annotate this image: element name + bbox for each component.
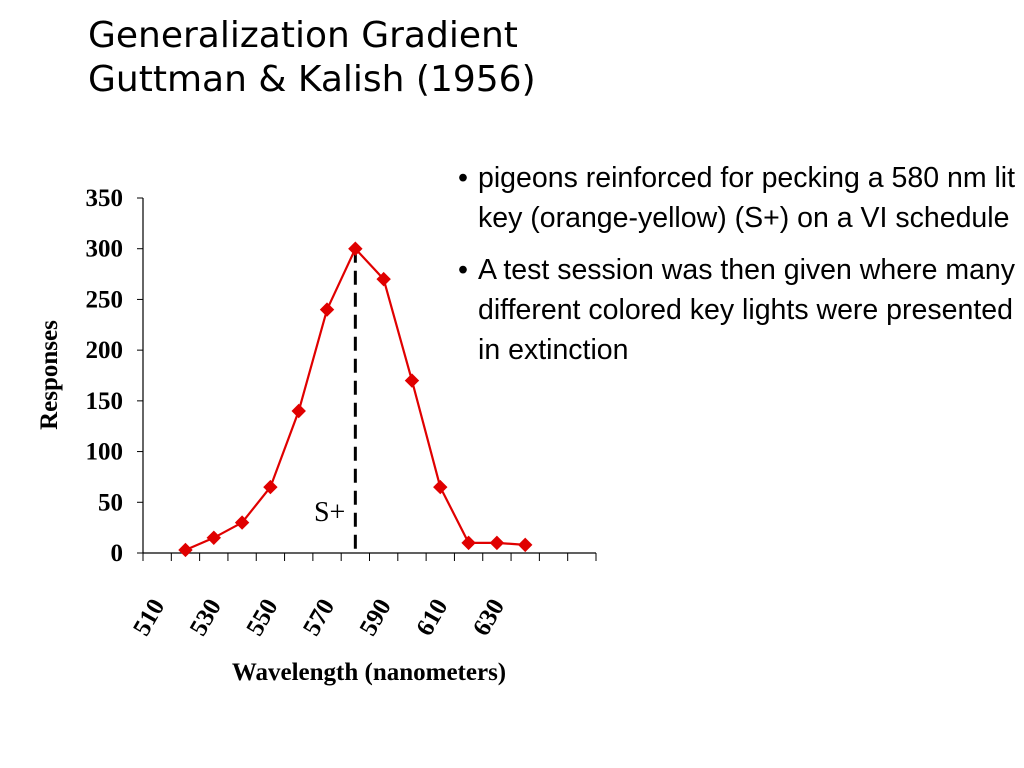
title-line-1: Generalization Gradient	[88, 15, 518, 56]
y-tick-label: 100	[86, 439, 124, 466]
y-tick-label: 250	[86, 286, 124, 313]
s-plus-label: S+	[314, 497, 345, 528]
y-tick-label: 150	[86, 388, 124, 415]
data-point	[489, 535, 505, 551]
x-tick-label: 550	[241, 595, 283, 641]
slide-title: Generalization Gradient Guttman & Kalish…	[88, 14, 536, 102]
x-tick-label: 630	[468, 595, 510, 641]
data-point	[518, 537, 533, 553]
data-point	[433, 479, 448, 495]
bullet-item: • pigeons reinforced for pecking a 580 n…	[458, 158, 1018, 238]
y-tick-label: 200	[86, 337, 124, 364]
bullet-list: • pigeons reinforced for pecking a 580 n…	[458, 158, 1018, 370]
x-tick-label: 510	[128, 595, 170, 641]
y-tick-label: 0	[111, 540, 124, 567]
bullet-dot-icon: •	[458, 254, 468, 286]
data-point	[348, 241, 363, 256]
bullet-text: pigeons reinforced for pecking a 580 nm …	[478, 162, 1016, 234]
y-tick-label: 300	[86, 236, 124, 263]
data-point	[291, 403, 306, 419]
bullet-text: A test session was then given where many…	[478, 254, 1016, 366]
x-tick-label: 570	[298, 595, 340, 641]
data-point	[234, 515, 250, 530]
data-point	[178, 542, 193, 558]
x-axis-label: Wavelength (nanometers)	[232, 659, 506, 686]
data-point	[206, 530, 221, 545]
data-point	[461, 535, 476, 551]
bullet-item: • A test session was then given where ma…	[458, 250, 1018, 370]
x-tick-label: 610	[411, 595, 453, 641]
data-point	[376, 271, 391, 287]
y-tick-label: 50	[98, 489, 123, 516]
data-point	[263, 479, 278, 495]
bullet-dot-icon: •	[458, 162, 468, 194]
title-line-2: Guttman & Kalish (1956)	[88, 59, 536, 100]
data-point	[404, 373, 420, 388]
y-tick-label: 350	[86, 185, 124, 212]
y-axis-label: Responses	[36, 320, 63, 430]
x-tick-label: 590	[355, 595, 397, 641]
data-point	[319, 302, 335, 317]
x-tick-label: 530	[185, 595, 227, 641]
